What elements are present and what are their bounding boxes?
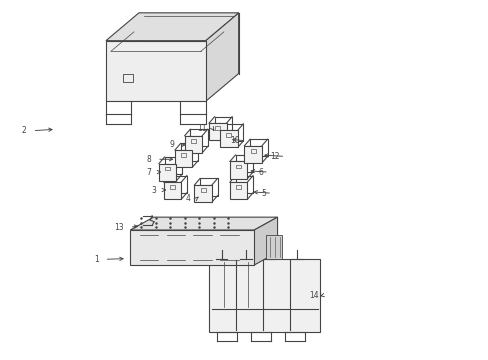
Text: 14: 14 xyxy=(308,291,318,300)
Bar xyxy=(215,126,220,130)
Text: 4: 4 xyxy=(185,194,190,203)
Polygon shape xyxy=(184,136,202,153)
Polygon shape xyxy=(265,235,282,258)
Polygon shape xyxy=(229,161,247,179)
Bar xyxy=(165,167,170,170)
Text: 11: 11 xyxy=(197,124,206,133)
Text: 9: 9 xyxy=(169,140,174,149)
Text: 10: 10 xyxy=(229,136,239,145)
Polygon shape xyxy=(209,258,320,332)
Text: 2: 2 xyxy=(22,126,27,135)
Bar xyxy=(236,165,241,168)
Text: 5: 5 xyxy=(261,189,266,198)
Bar xyxy=(191,139,196,143)
Polygon shape xyxy=(175,150,192,167)
Bar xyxy=(226,134,231,137)
Text: 3: 3 xyxy=(151,185,156,194)
Text: 8: 8 xyxy=(146,155,151,164)
Polygon shape xyxy=(194,185,211,202)
Bar xyxy=(250,149,255,153)
Polygon shape xyxy=(208,123,226,140)
Text: 1: 1 xyxy=(94,255,99,264)
Polygon shape xyxy=(205,13,238,102)
Bar xyxy=(122,74,132,82)
Bar xyxy=(236,185,241,189)
Polygon shape xyxy=(220,130,237,148)
Text: 6: 6 xyxy=(258,168,263,177)
Bar xyxy=(181,153,186,157)
Text: 7: 7 xyxy=(146,168,151,177)
Polygon shape xyxy=(163,182,181,199)
Polygon shape xyxy=(106,41,205,102)
Polygon shape xyxy=(130,230,254,265)
Polygon shape xyxy=(130,217,277,230)
Bar xyxy=(170,185,175,189)
Polygon shape xyxy=(106,13,238,41)
Polygon shape xyxy=(254,217,277,265)
Bar xyxy=(200,188,205,192)
Polygon shape xyxy=(244,146,262,163)
Polygon shape xyxy=(159,163,176,181)
Polygon shape xyxy=(229,182,247,199)
Text: 13: 13 xyxy=(114,222,123,231)
Text: 12: 12 xyxy=(269,152,279,161)
